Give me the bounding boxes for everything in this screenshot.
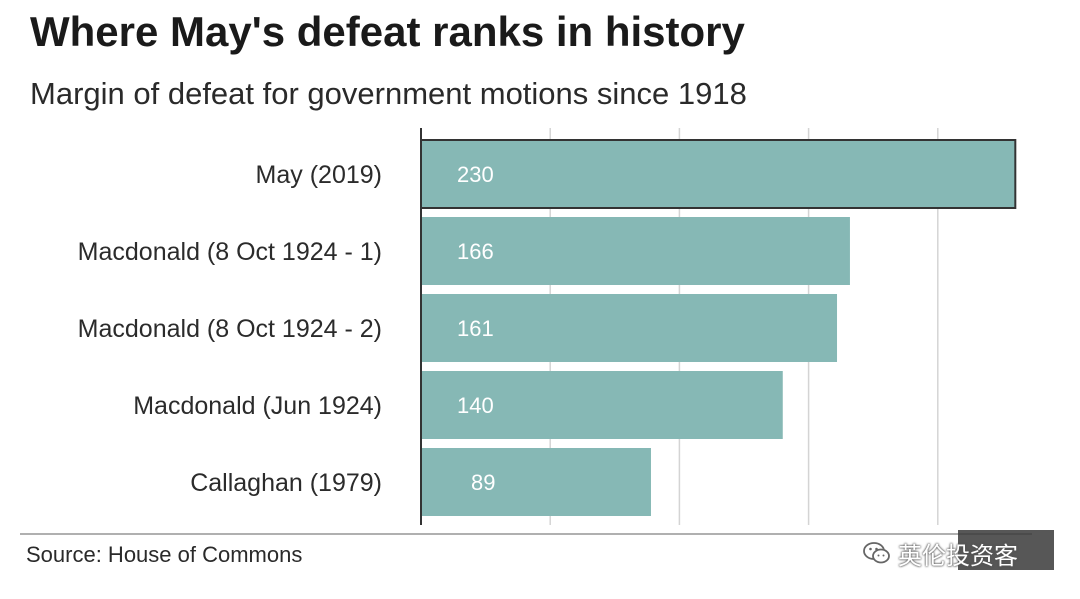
bar — [420, 139, 1017, 209]
category-label: Macdonald (Jun 1924) — [133, 392, 382, 420]
bar — [421, 217, 850, 285]
category-label: Macdonald (8 Oct 1924 - 1) — [78, 238, 382, 266]
category-label: Macdonald (8 Oct 1924 - 2) — [78, 315, 382, 343]
watermark-background — [958, 530, 1054, 570]
category-label: May (2019) — [256, 161, 382, 189]
watermark-text: 英伦投资客 — [898, 542, 1018, 570]
footer-divider — [20, 533, 1032, 535]
value-label: 230 — [457, 162, 494, 187]
value-label: 89 — [471, 470, 495, 495]
watermark: 英伦投资客 — [862, 536, 1018, 570]
value-label: 140 — [457, 393, 494, 418]
chart-subtitle: Margin of defeat for government motions … — [30, 76, 747, 111]
bar — [421, 448, 651, 516]
source-note: Source: House of Commons — [26, 542, 303, 567]
bar — [421, 294, 838, 362]
value-label: 166 — [457, 239, 494, 264]
bar — [421, 371, 783, 439]
category-label: Callaghan (1979) — [190, 469, 382, 497]
value-label: 161 — [457, 316, 494, 341]
chart-title: Where May's defeat ranks in history — [30, 8, 745, 55]
wechat-icon — [863, 542, 890, 564]
